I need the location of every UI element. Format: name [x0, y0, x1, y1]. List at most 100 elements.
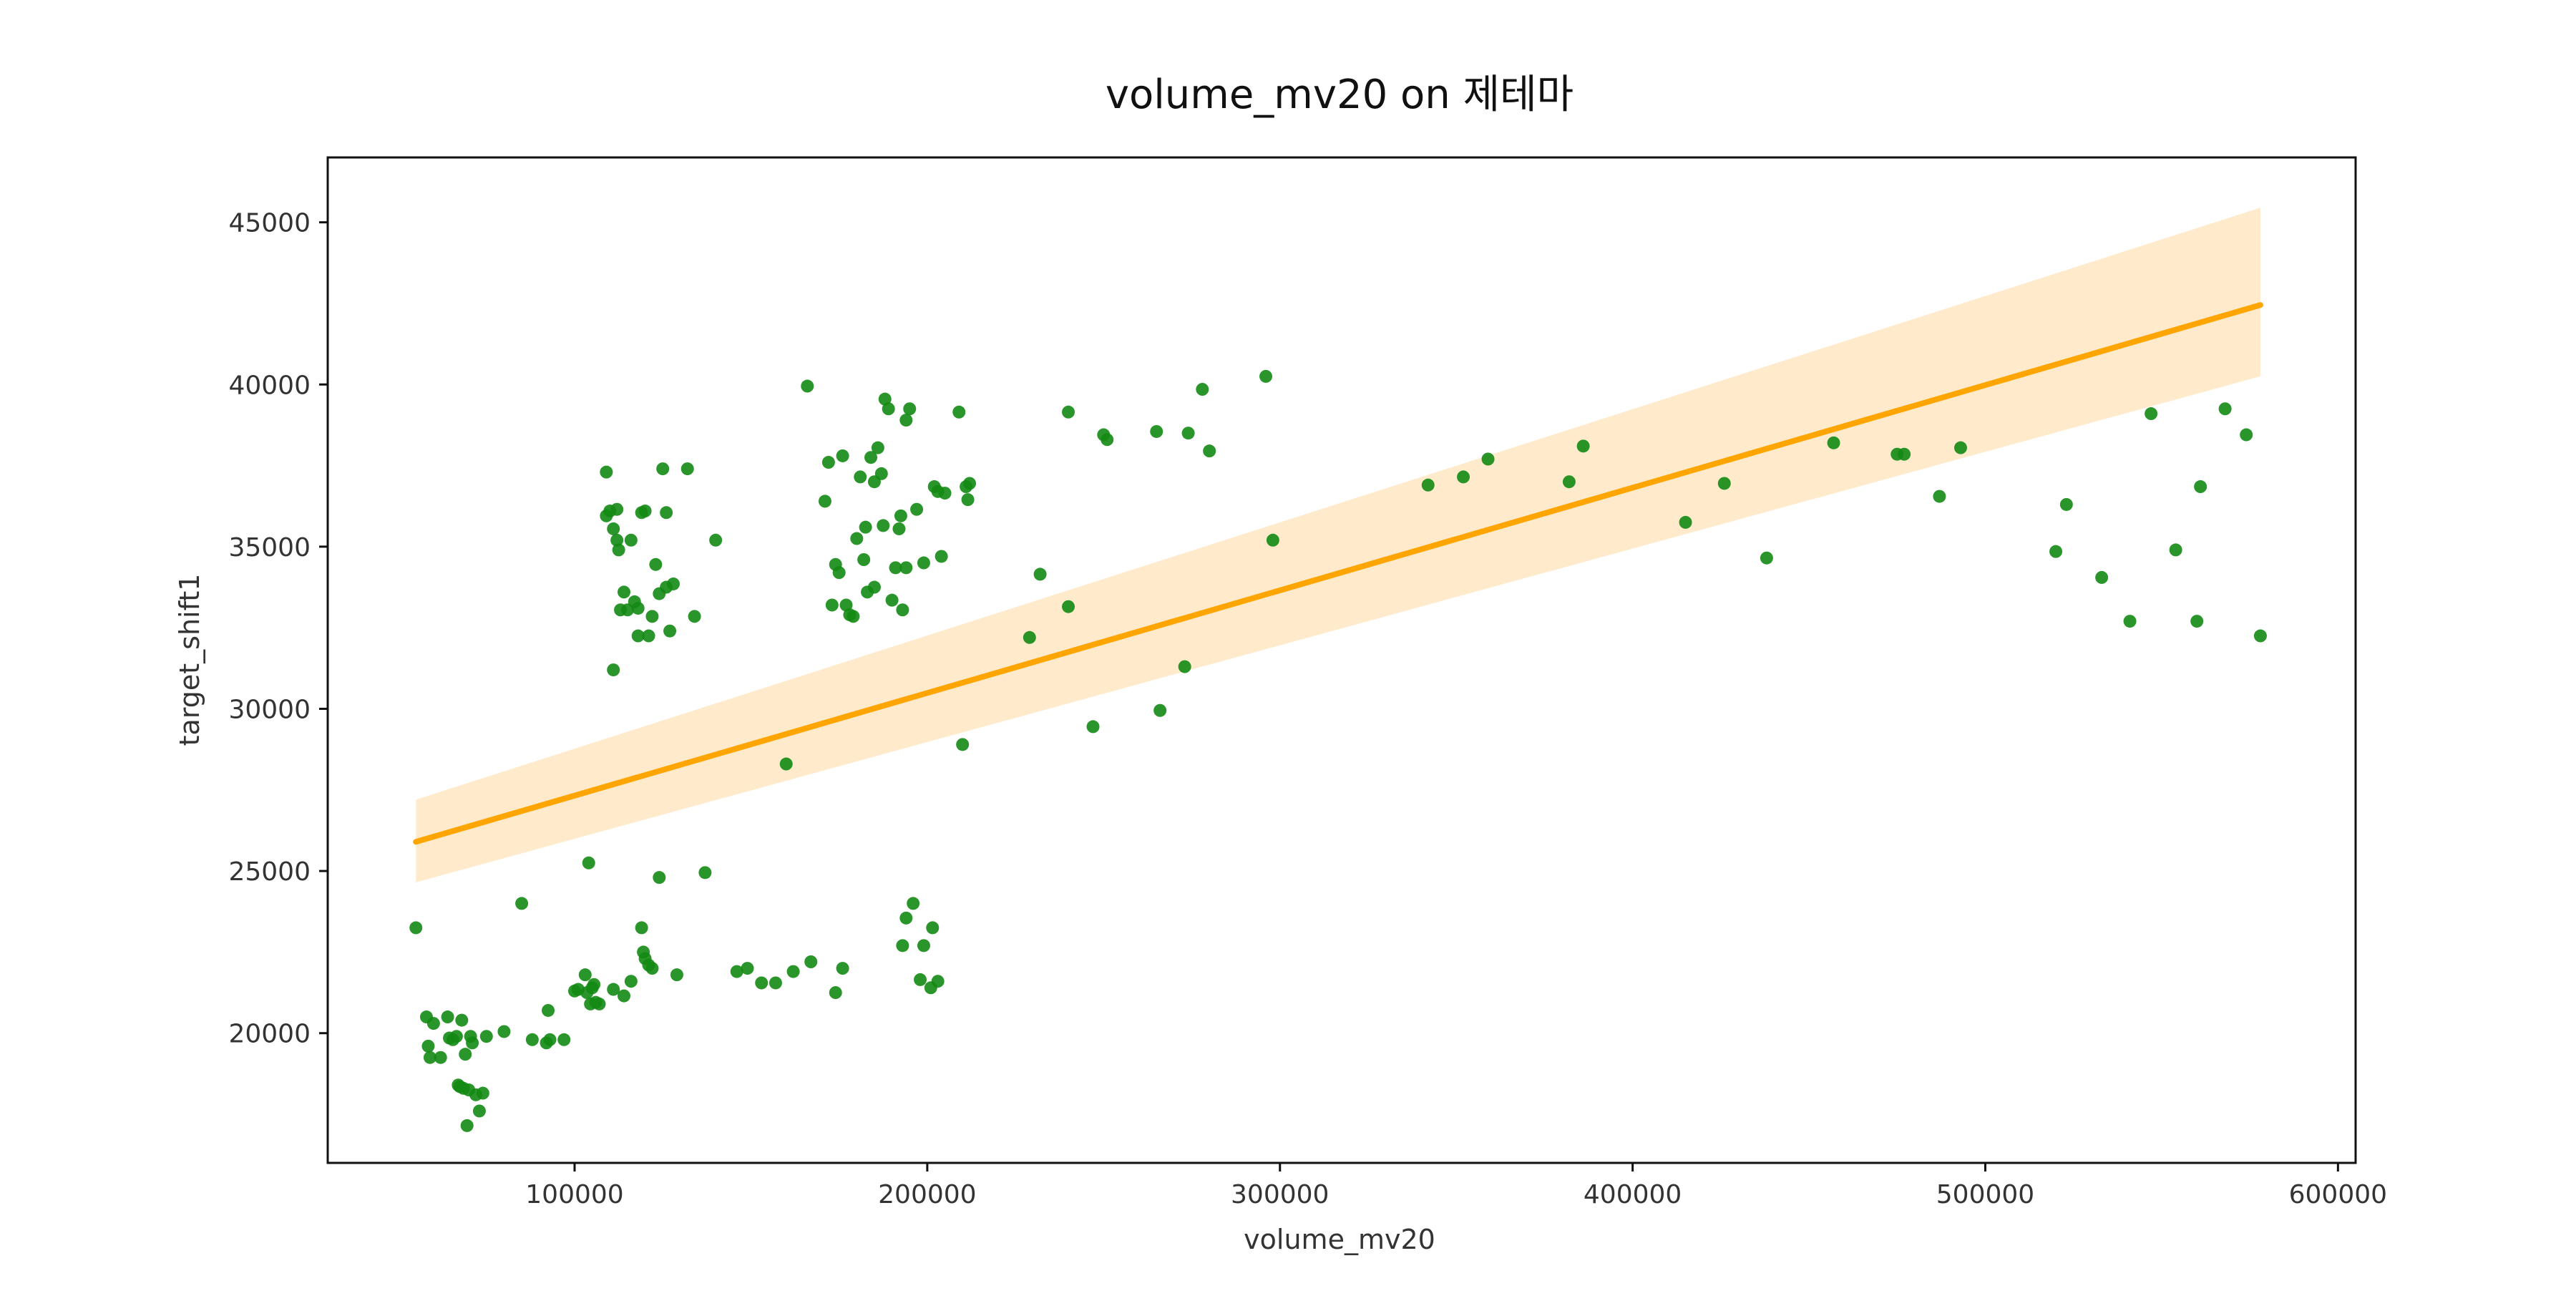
data-point: [638, 505, 652, 518]
data-point: [2253, 629, 2267, 643]
data-point: [663, 624, 677, 638]
data-point: [821, 456, 835, 469]
data-point: [755, 976, 769, 990]
data-point: [645, 962, 659, 975]
data-point: [653, 871, 666, 885]
data-point: [624, 975, 638, 988]
data-point: [610, 533, 624, 547]
data-point: [1933, 489, 1946, 503]
data-point: [892, 522, 906, 535]
data-point: [903, 402, 917, 416]
data-point: [1576, 439, 1590, 453]
data-point: [847, 610, 860, 623]
data-point: [952, 405, 966, 419]
data-point: [854, 470, 867, 484]
data-point: [1827, 436, 1840, 449]
data-point: [1101, 433, 1114, 447]
data-point: [938, 487, 952, 500]
data-point: [1062, 600, 1075, 613]
data-point: [741, 962, 754, 975]
data-point: [1266, 533, 1279, 547]
data-point: [871, 441, 884, 454]
data-point: [914, 973, 927, 986]
data-point: [426, 1017, 440, 1031]
data-point: [882, 402, 895, 416]
data-point: [836, 449, 849, 462]
data-point: [769, 976, 782, 990]
data-point: [449, 1030, 463, 1043]
data-point: [542, 1003, 555, 1017]
y-axis-label: target_shift1: [174, 574, 205, 746]
data-point: [917, 939, 930, 953]
data-point: [1679, 515, 1692, 529]
y-tick-label: 40000: [228, 371, 311, 400]
data-point: [421, 1039, 435, 1053]
data-point: [2218, 402, 2232, 416]
data-point: [472, 1104, 486, 1118]
data-point: [409, 921, 423, 935]
data-point: [612, 543, 625, 557]
data-point: [825, 598, 839, 612]
data-point: [2123, 615, 2137, 628]
data-point: [2169, 543, 2182, 557]
data-point: [455, 1013, 469, 1027]
data-point: [896, 939, 909, 953]
data-point: [1457, 470, 1470, 484]
data-point: [2049, 545, 2063, 558]
data-point: [899, 414, 913, 427]
data-point: [618, 989, 631, 1003]
data-point: [1717, 477, 1731, 490]
plot-frame: [326, 156, 2357, 1164]
data-point: [885, 593, 899, 607]
data-point: [709, 533, 723, 547]
data-point: [786, 965, 800, 978]
data-point: [1481, 452, 1495, 466]
data-point: [607, 522, 620, 535]
y-tick-label: 20000: [228, 1020, 311, 1049]
data-point: [459, 1048, 472, 1061]
data-point: [804, 955, 818, 968]
data-point: [961, 493, 975, 507]
data-point: [631, 601, 645, 615]
x-tick-label: 400000: [1584, 1180, 1682, 1209]
data-point: [910, 502, 924, 516]
data-point: [2194, 480, 2207, 494]
data-point: [642, 629, 655, 643]
data-point: [899, 561, 913, 575]
x-tick-label: 600000: [2289, 1180, 2387, 1209]
y-tick-label: 35000: [228, 533, 311, 562]
data-point: [889, 561, 902, 575]
data-point: [698, 866, 712, 880]
data-point: [801, 379, 814, 393]
data-point: [423, 1051, 436, 1064]
data-point: [859, 520, 872, 534]
data-point: [867, 580, 881, 594]
data-point: [1033, 567, 1047, 581]
data-point: [525, 1033, 539, 1046]
data-point: [935, 550, 948, 563]
x-tick-label: 200000: [878, 1180, 976, 1209]
data-point: [688, 610, 701, 623]
data-point: [850, 532, 864, 545]
data-point: [515, 897, 529, 910]
data-point: [1181, 427, 1195, 440]
data-point: [894, 509, 907, 522]
data-point: [592, 997, 606, 1010]
x-axis-label: volume_mv20: [1244, 1224, 1435, 1255]
data-point: [877, 519, 890, 532]
data-point: [2190, 615, 2204, 628]
data-point: [1196, 383, 1209, 396]
data-point: [836, 962, 849, 975]
data-point: [963, 477, 977, 490]
data-point: [878, 392, 892, 406]
data-point: [1562, 475, 1576, 489]
data-point: [624, 533, 638, 547]
data-point: [660, 506, 673, 520]
data-point: [587, 978, 601, 991]
data-point: [618, 585, 631, 599]
data-point: [441, 1010, 454, 1024]
data-point: [631, 629, 645, 643]
y-tick-label: 45000: [228, 209, 311, 238]
data-point: [1953, 441, 1967, 454]
